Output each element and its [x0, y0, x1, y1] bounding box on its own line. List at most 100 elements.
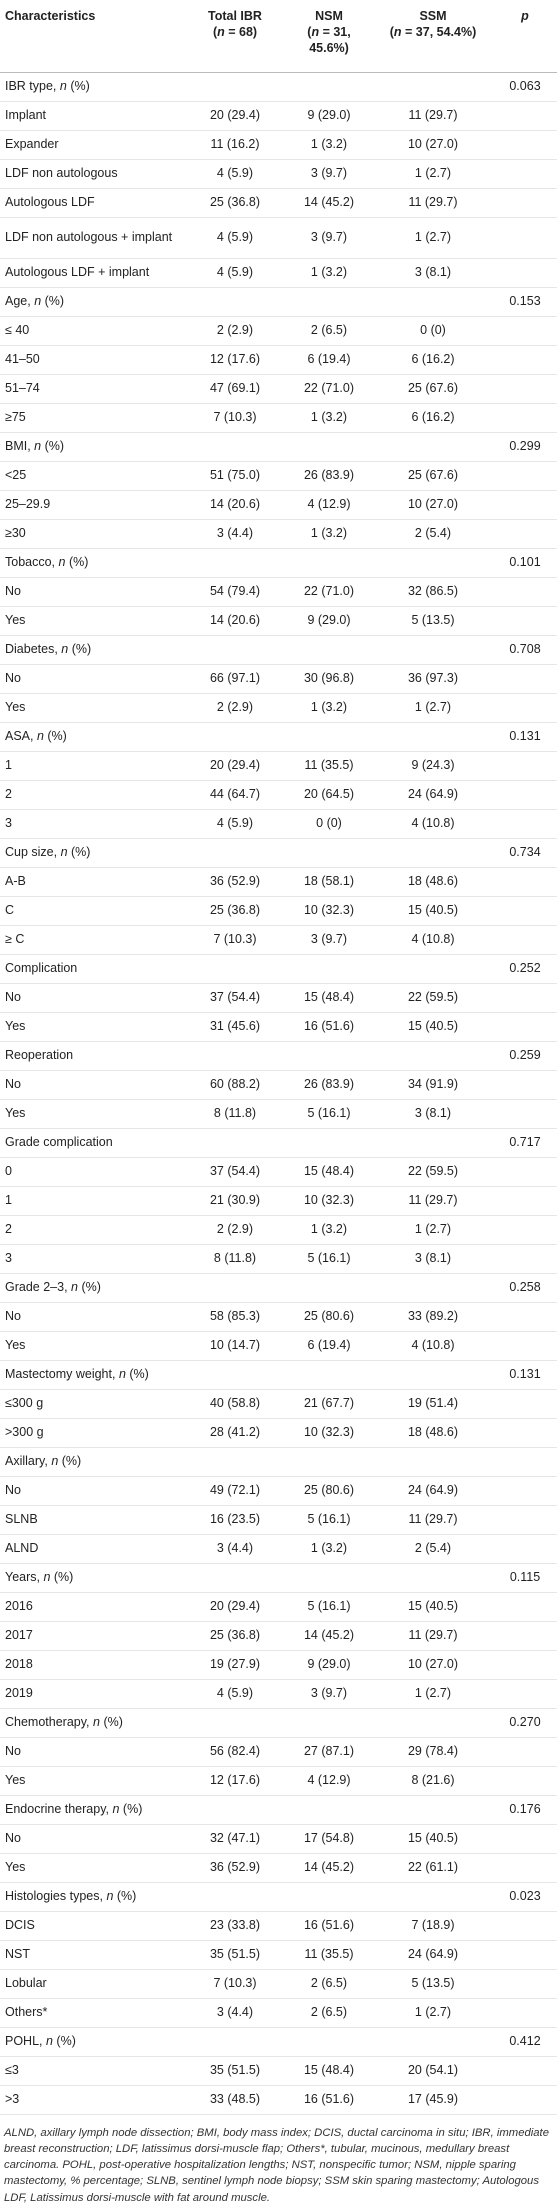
p-value: 0.131 — [493, 1360, 557, 1390]
cell: 47 (69.1) — [185, 374, 285, 404]
row-label: Autologous LDF — [0, 188, 185, 218]
cell: 35 (51.5) — [185, 1940, 285, 1970]
row-label: 0 — [0, 1157, 185, 1187]
cell — [493, 1534, 557, 1564]
cell — [185, 432, 285, 462]
cell — [285, 1041, 373, 1071]
cell: 11 (29.7) — [373, 1186, 493, 1216]
cell — [373, 1041, 493, 1071]
section-label: IBR type, n (%) — [0, 72, 185, 102]
section-row: Endocrine therapy, n (%) 0.176 — [0, 1795, 557, 1825]
cell — [373, 1447, 493, 1477]
cell: 4 (10.8) — [373, 925, 493, 955]
section-row: Histologies types, n (%) 0.023 — [0, 1882, 557, 1912]
data-row: No 54 (79.4) 22 (71.0) 32 (86.5) — [0, 577, 557, 607]
cell: 28 (41.2) — [185, 1418, 285, 1448]
cell: 36 (97.3) — [373, 664, 493, 694]
cell — [493, 1592, 557, 1622]
cell: 3 (9.7) — [285, 217, 373, 259]
cell — [285, 722, 373, 752]
cell: 4 (12.9) — [285, 490, 373, 520]
cell — [373, 1563, 493, 1593]
row-label: 1 — [0, 751, 185, 781]
section-label: POHL, n (%) — [0, 2027, 185, 2057]
cell — [285, 1360, 373, 1390]
cell: 25 (36.8) — [185, 896, 285, 926]
cell: 4 (5.9) — [185, 159, 285, 189]
row-label: Implant — [0, 101, 185, 131]
cell: 24 (64.9) — [373, 1940, 493, 1970]
data-row: 25–29.9 14 (20.6) 4 (12.9) 10 (27.0) — [0, 490, 557, 520]
cell: 1 (3.2) — [285, 403, 373, 433]
cell: 37 (54.4) — [185, 1157, 285, 1187]
cell — [493, 1911, 557, 1941]
section-row: POHL, n (%) 0.412 — [0, 2027, 557, 2057]
cell — [493, 867, 557, 897]
cell: 56 (82.4) — [185, 1737, 285, 1767]
cell: 0 (0) — [373, 316, 493, 346]
column-header: Total IBR (n = 68) — [185, 0, 285, 72]
data-row: A-B 36 (52.9) 18 (58.1) 18 (48.6) — [0, 867, 557, 897]
cell: 1 (2.7) — [373, 693, 493, 723]
cell — [373, 72, 493, 102]
cell — [373, 1795, 493, 1825]
cell: 3 (4.4) — [185, 1998, 285, 2028]
column-title: p — [521, 9, 529, 23]
cell: 33 (89.2) — [373, 1302, 493, 1332]
cell — [493, 809, 557, 839]
row-label: 2018 — [0, 1650, 185, 1680]
column-header: Characteristics — [0, 0, 185, 72]
cell: 5 (16.1) — [285, 1244, 373, 1274]
data-row: NST 35 (51.5) 11 (35.5) 24 (64.9) — [0, 1940, 557, 1970]
cell: 16 (51.6) — [285, 1012, 373, 1042]
section-row: Reoperation 0.259 — [0, 1041, 557, 1071]
row-label: 25–29.9 — [0, 490, 185, 520]
cell: 9 (29.0) — [285, 606, 373, 636]
cell — [493, 1853, 557, 1883]
cell: 1 (2.7) — [373, 159, 493, 189]
data-row: Yes 36 (52.9) 14 (45.2) 22 (61.1) — [0, 1853, 557, 1883]
cell — [185, 838, 285, 868]
cell — [493, 606, 557, 636]
column-subtitle: (n = 31, 45.6%) — [307, 25, 351, 55]
cell: 25 (67.6) — [373, 374, 493, 404]
data-row: LDF non autologous + implant 4 (5.9) 3 (9.… — [0, 217, 557, 259]
cell: 24 (64.9) — [373, 1476, 493, 1506]
cell: 16 (23.5) — [185, 1505, 285, 1535]
cell — [493, 1998, 557, 2028]
data-row: No 32 (47.1) 17 (54.8) 15 (40.5) — [0, 1824, 557, 1854]
cell — [185, 287, 285, 317]
data-row: 2019 4 (5.9) 3 (9.7) 1 (2.7) — [0, 1679, 557, 1709]
cell: 20 (54.1) — [373, 2056, 493, 2086]
row-label: No — [0, 664, 185, 694]
cell: 10 (27.0) — [373, 130, 493, 160]
section-label: Complication — [0, 954, 185, 984]
cell: 1 (3.2) — [285, 130, 373, 160]
p-value: 0.412 — [493, 2027, 557, 2057]
section-label: BMI, n (%) — [0, 432, 185, 462]
cell — [185, 1708, 285, 1738]
cell: 1 (2.7) — [373, 1215, 493, 1245]
cell: 2 (6.5) — [285, 1998, 373, 2028]
data-row: 2018 19 (27.9) 9 (29.0) 10 (27.0) — [0, 1650, 557, 1680]
cell: 1 (2.7) — [373, 217, 493, 259]
cell — [285, 1563, 373, 1593]
data-row: ≤ 40 2 (2.9) 2 (6.5) 0 (0) — [0, 316, 557, 346]
cell — [285, 1795, 373, 1825]
cell — [373, 635, 493, 665]
p-value: 0.259 — [493, 1041, 557, 1071]
cell: 11 (35.5) — [285, 1940, 373, 1970]
cell: 6 (16.2) — [373, 345, 493, 375]
cell: 12 (17.6) — [185, 1766, 285, 1796]
row-label: 2017 — [0, 1621, 185, 1651]
cell — [185, 1563, 285, 1593]
cell — [493, 1476, 557, 1506]
cell — [285, 954, 373, 984]
cell — [373, 838, 493, 868]
row-label: No — [0, 1302, 185, 1332]
cell — [185, 1360, 285, 1390]
cell — [373, 1708, 493, 1738]
row-label: ≥30 — [0, 519, 185, 549]
